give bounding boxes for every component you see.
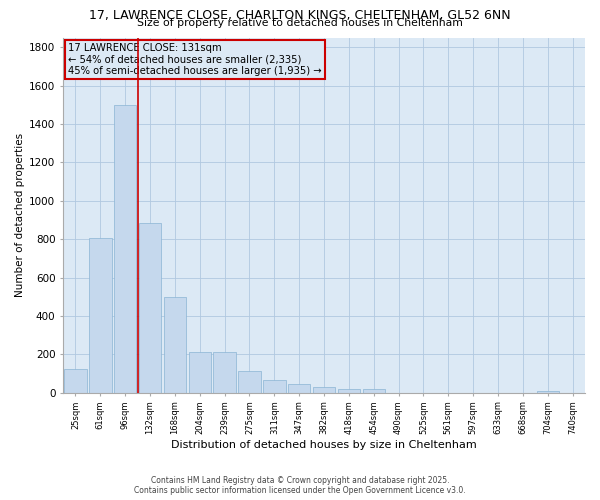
Bar	[362, 389, 385, 393]
Bar	[214, 352, 236, 393]
Bar	[64, 369, 86, 393]
Bar	[263, 380, 286, 393]
Y-axis label: Number of detached properties: Number of detached properties	[15, 133, 25, 297]
Bar	[238, 370, 260, 393]
Text: 17 LAWRENCE CLOSE: 131sqm
← 54% of detached houses are smaller (2,335)
45% of se: 17 LAWRENCE CLOSE: 131sqm ← 54% of detac…	[68, 43, 322, 76]
Text: 17, LAWRENCE CLOSE, CHARLTON KINGS, CHELTENHAM, GL52 6NN: 17, LAWRENCE CLOSE, CHARLTON KINGS, CHEL…	[89, 9, 511, 22]
Text: Size of property relative to detached houses in Cheltenham: Size of property relative to detached ho…	[137, 18, 463, 28]
Bar	[114, 104, 136, 393]
X-axis label: Distribution of detached houses by size in Cheltenham: Distribution of detached houses by size …	[171, 440, 477, 450]
Bar	[89, 238, 112, 393]
Bar	[188, 352, 211, 393]
Bar	[536, 391, 559, 393]
Bar	[139, 223, 161, 393]
Bar	[338, 389, 360, 393]
Bar	[313, 387, 335, 393]
Text: Contains HM Land Registry data © Crown copyright and database right 2025.
Contai: Contains HM Land Registry data © Crown c…	[134, 476, 466, 495]
Bar	[164, 297, 186, 393]
Bar	[288, 384, 310, 393]
